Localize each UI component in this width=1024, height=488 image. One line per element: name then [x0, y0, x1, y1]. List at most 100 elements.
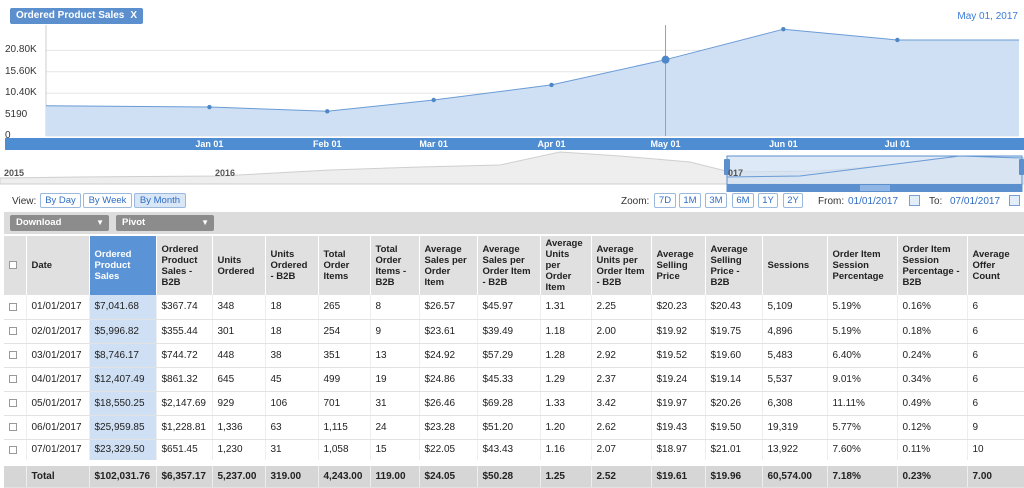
zoom-2y-button[interactable]: 2Y: [783, 193, 803, 208]
zoom-3m-button[interactable]: 3M: [705, 193, 727, 208]
table-cell: 1.28: [540, 343, 592, 368]
table-cell: $8,746.17: [89, 343, 157, 368]
x-tick-label: Apr 01: [537, 139, 566, 149]
row-checkbox[interactable]: [9, 350, 17, 359]
row-checkbox-cell[interactable]: [4, 319, 27, 344]
navigator-plot[interactable]: [0, 150, 1024, 192]
column-header[interactable]: Average Offer Count: [967, 236, 1024, 295]
from-date-input[interactable]: 01/01/2017: [848, 196, 899, 207]
total-cell: 7.00: [967, 460, 1024, 488]
navigator-right-handle[interactable]: [1019, 159, 1024, 175]
chart-series-tag[interactable]: Ordered Product Sales X: [10, 8, 144, 24]
zoom-1m-button[interactable]: 1M: [679, 193, 701, 208]
zoom-7d-button[interactable]: 7D: [654, 193, 676, 208]
total-cell: 5,237.00: [212, 460, 266, 488]
table-cell: 701: [318, 391, 371, 416]
table-cell: 0.11%: [897, 439, 968, 464]
table-cell: 18: [265, 295, 319, 320]
total-cell: 319.00: [265, 460, 319, 488]
table-cell: $26.46: [419, 391, 478, 416]
column-header[interactable]: Average Sales per Order Item: [419, 236, 478, 295]
table-cell: 06/01/2017: [26, 415, 90, 440]
navigator-scroll-grip[interactable]: [860, 185, 890, 191]
row-checkbox-cell[interactable]: [4, 391, 27, 416]
zoom-label: Zoom:: [621, 196, 650, 207]
column-header[interactable]: Date: [26, 236, 90, 295]
table-cell: 15: [370, 439, 420, 464]
table-cell: $367.74: [156, 295, 213, 320]
row-checkbox[interactable]: [9, 326, 17, 335]
table-cell: 1.18: [540, 319, 592, 344]
row-checkbox[interactable]: [9, 422, 17, 431]
table-cell: $24.92: [419, 343, 478, 368]
total-spacer-cell: [4, 460, 27, 488]
row-checkbox-cell[interactable]: [4, 439, 27, 464]
download-dropdown[interactable]: Download ▼: [10, 215, 109, 231]
by-month-button[interactable]: By Month: [134, 193, 186, 208]
column-header[interactable]: Sessions: [762, 236, 828, 295]
series-area: [46, 29, 1019, 137]
row-checkbox[interactable]: [9, 445, 17, 454]
y-tick-label: 20.80K: [5, 44, 37, 56]
table-row: 01/01/2017 $7,041.68 $367.74 348 18 265 8 $26.5…: [4, 295, 1024, 320]
column-header[interactable]: Units Ordered - B2B: [265, 236, 319, 295]
by-day-button[interactable]: By Day: [40, 193, 81, 208]
table-cell: $20.23: [651, 295, 706, 320]
navigator[interactable]: [0, 150, 1024, 192]
download-label: Download: [16, 217, 62, 228]
table-cell: 2.37: [591, 367, 652, 392]
select-all-checkbox-cell[interactable]: [4, 236, 27, 295]
table-cell: 19: [370, 367, 420, 392]
column-header[interactable]: Average Selling Price: [651, 236, 706, 295]
row-checkbox-cell[interactable]: [4, 367, 27, 392]
table-cell: $43.43: [477, 439, 541, 464]
column-header[interactable]: Total Order Items: [318, 236, 371, 295]
row-checkbox[interactable]: [9, 374, 17, 383]
row-checkbox-cell[interactable]: [4, 343, 27, 368]
navigator-left-handle[interactable]: [724, 159, 730, 175]
zoom-6m-button[interactable]: 6M: [732, 193, 754, 208]
to-calendar-icon[interactable]: [1009, 195, 1020, 206]
row-checkbox[interactable]: [9, 302, 17, 311]
table-row: 05/01/2017 $18,550.25 $2,147.69 929 106 701 31…: [4, 391, 1024, 416]
table-cell: 348: [212, 295, 266, 320]
column-header[interactable]: Total Order Items - B2B: [370, 236, 420, 295]
by-week-button[interactable]: By Week: [83, 193, 132, 208]
column-header[interactable]: Order Item Session Percentage - B2B: [897, 236, 968, 295]
table-cell: $861.32: [156, 367, 213, 392]
to-date-input[interactable]: 07/01/2017: [950, 196, 1001, 207]
from-calendar-icon[interactable]: [909, 195, 920, 206]
table-cell: 13: [370, 343, 420, 368]
table-cell: 13,922: [762, 439, 828, 464]
table-cell: $57.29: [477, 343, 541, 368]
table-cell: 6.40%: [827, 343, 898, 368]
column-header[interactable]: Units Ordered: [212, 236, 266, 295]
table-cell: 1.31: [540, 295, 592, 320]
table-cell: 6,308: [762, 391, 828, 416]
row-checkbox[interactable]: [9, 398, 17, 407]
column-header[interactable]: Average Units per Order Item: [540, 236, 592, 295]
table-cell: 6: [967, 319, 1024, 344]
table-cell: 03/01/2017: [26, 343, 90, 368]
table-cell: 0.18%: [897, 319, 968, 344]
pivot-dropdown[interactable]: Pivot ▼: [116, 215, 214, 231]
total-cell: $102,031.76: [89, 460, 157, 488]
table-cell: 10: [967, 439, 1024, 464]
table-cell: 265: [318, 295, 371, 320]
x-tick-label: Jun 01: [769, 139, 798, 149]
column-header[interactable]: Ordered Product Sales - B2B: [156, 236, 213, 295]
row-checkbox-cell[interactable]: [4, 295, 27, 320]
column-header[interactable]: Ordered Product Sales: [89, 236, 157, 295]
table-cell: 02/01/2017: [26, 319, 90, 344]
column-header[interactable]: Order Item Session Percentage: [827, 236, 898, 295]
column-header[interactable]: Average Units per Order Item - B2B: [591, 236, 652, 295]
row-checkbox-cell[interactable]: [4, 415, 27, 440]
zoom-1y-button[interactable]: 1Y: [758, 193, 778, 208]
column-header[interactable]: Average Sales per Order Item - B2B: [477, 236, 541, 295]
column-header[interactable]: Average Selling Price - B2B: [705, 236, 763, 295]
close-icon[interactable]: X: [130, 10, 138, 21]
select-all-checkbox[interactable]: [9, 261, 17, 270]
table-cell: $26.57: [419, 295, 478, 320]
navigator-selected-line: [726, 155, 1023, 178]
table-cell: 5.77%: [827, 415, 898, 440]
